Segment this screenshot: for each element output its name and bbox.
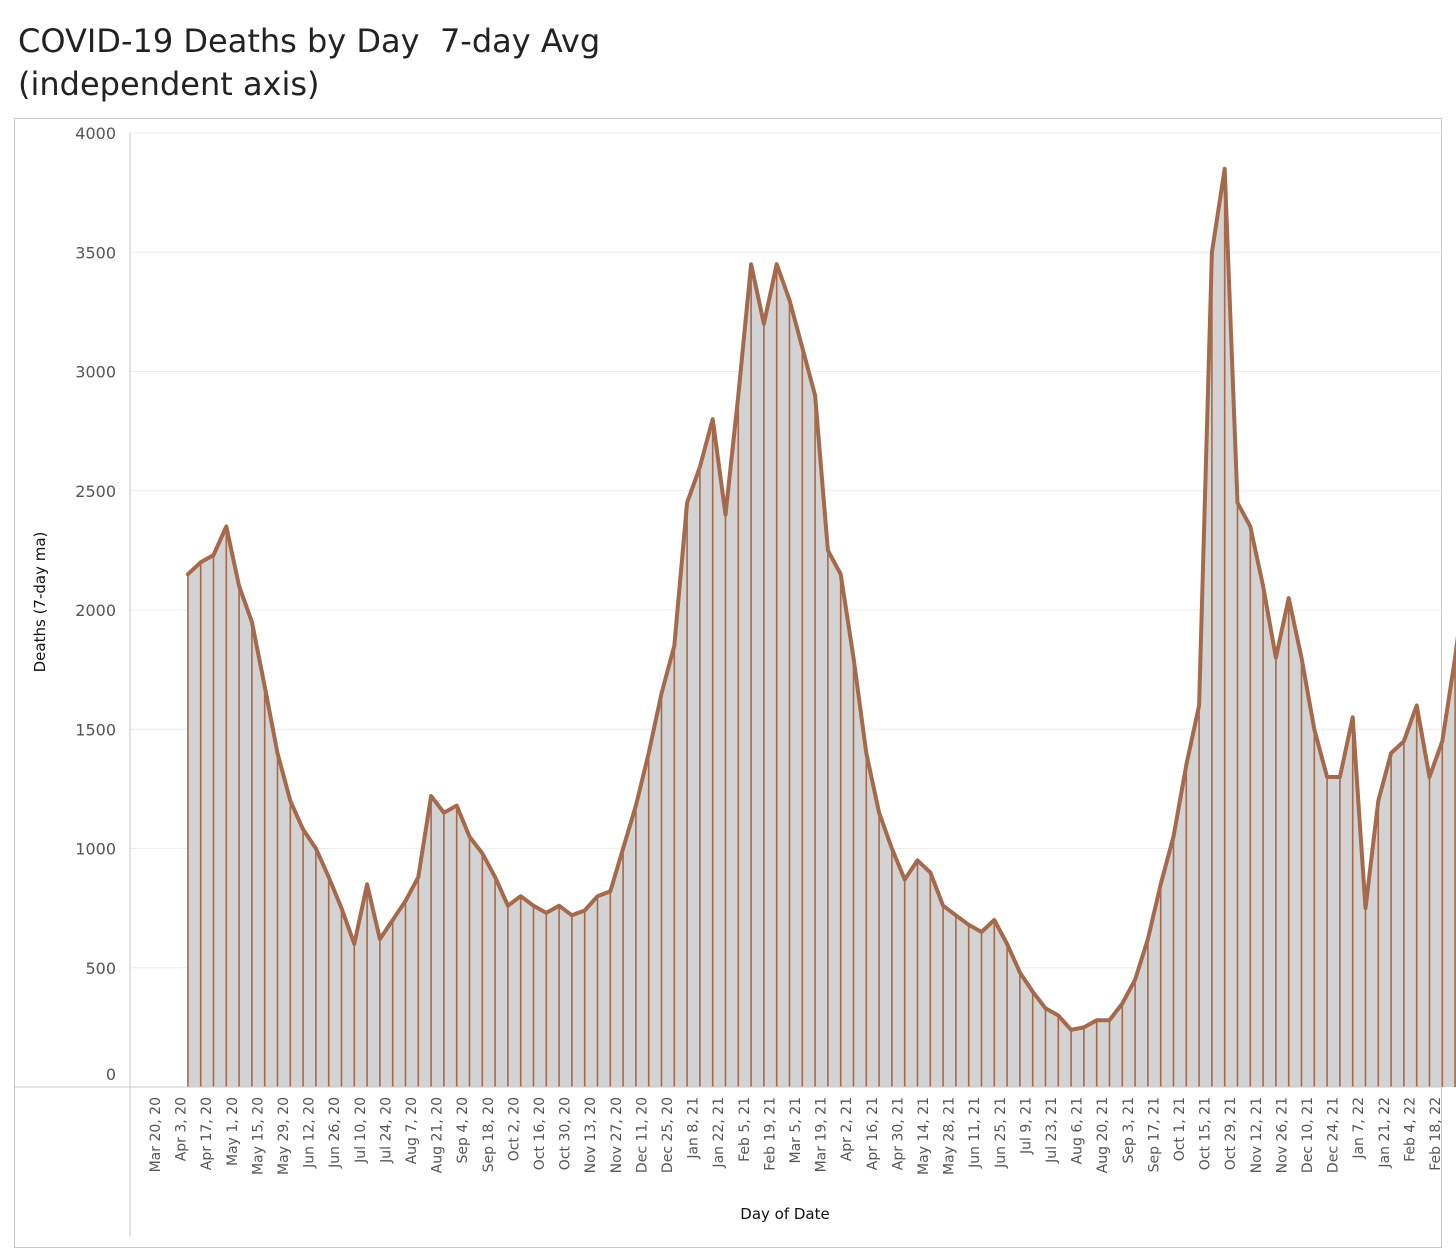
x-tick-label: Apr 30, 21	[890, 1097, 906, 1170]
x-tick-label: Apr 16, 21	[865, 1097, 881, 1170]
plot-area	[185, 166, 1456, 1087]
x-tick-label: Jul 10, 20	[353, 1097, 369, 1164]
x-tick-label: Oct 29, 21	[1223, 1097, 1239, 1170]
x-tick-label: Feb 19, 21	[762, 1097, 778, 1171]
x-tick-label: Aug 6, 21	[1070, 1097, 1086, 1164]
x-tick-label: Apr 17, 20	[199, 1097, 215, 1170]
x-tick-label: May 15, 20	[250, 1097, 266, 1175]
x-tick-label: May 28, 21	[942, 1097, 958, 1175]
x-tick-label: Jun 26, 20	[327, 1097, 343, 1169]
x-tick-label: Feb 4, 22	[1402, 1097, 1418, 1162]
x-tick-label: Sep 3, 21	[1121, 1097, 1137, 1163]
x-tick-label: Apr 2, 21	[839, 1097, 855, 1161]
x-tick-label: Jul 23, 21	[1044, 1097, 1060, 1164]
chart-frame	[14, 118, 1442, 1248]
x-tick-label: Oct 30, 20	[558, 1097, 574, 1170]
x-tick-label: Oct 1, 21	[1172, 1097, 1188, 1161]
x-tick-label: Mar 19, 21	[814, 1097, 830, 1172]
chart-subtitle: (independent axis)	[18, 65, 320, 103]
x-tick-label: May 29, 20	[276, 1097, 292, 1175]
y-tick-label: 1000	[75, 840, 116, 859]
x-tick-label: Aug 7, 20	[404, 1097, 420, 1164]
x-tick-label: Jun 12, 20	[302, 1097, 318, 1169]
area-fill	[187, 168, 1456, 1087]
x-tick-label: May 1, 20	[225, 1097, 241, 1166]
y-tick-label: 1500	[75, 720, 116, 739]
x-tick-label: Dec 10, 21	[1300, 1097, 1316, 1173]
x-tick-label: Sep 17, 21	[1146, 1097, 1162, 1172]
x-tick-label: Dec 25, 20	[660, 1097, 676, 1173]
x-tick-label: Nov 12, 21	[1249, 1097, 1265, 1173]
x-tick-label: Sep 18, 20	[481, 1097, 497, 1172]
x-tick-label: Mar 5, 21	[788, 1097, 804, 1164]
x-axis-ticks: Mar 20, 20 Apr 3, 20 Apr 17, 20 May 1, 20 Ma…	[148, 1097, 1444, 1175]
x-tick-label: Dec 11, 20	[634, 1097, 650, 1173]
x-axis-label: Day of Date	[740, 1205, 829, 1223]
x-tick-label: Feb 18, 22	[1428, 1097, 1444, 1171]
x-tick-label: Nov 27, 20	[609, 1097, 625, 1173]
y-tick-label: 4000	[75, 124, 116, 143]
x-tick-label: Nov 26, 21	[1274, 1097, 1290, 1173]
x-tick-label: Apr 3, 20	[174, 1097, 190, 1161]
x-tick-label: Feb 5, 21	[737, 1097, 753, 1162]
x-tick-label: Dec 24, 21	[1326, 1097, 1342, 1173]
chart-title: COVID-19 Deaths by Day 7-day Avg	[18, 22, 601, 60]
y-axis-label: Deaths (7-day ma)	[31, 532, 49, 673]
x-tick-label: Jan 8, 21	[686, 1097, 702, 1160]
x-tick-label: Jun 11, 21	[967, 1097, 983, 1169]
x-tick-label: Oct 16, 20	[532, 1097, 548, 1170]
x-tick-label: Nov 13, 20	[583, 1097, 599, 1173]
chart-title-block: COVID-19 Deaths by Day 7-day Avg (indepe…	[18, 20, 600, 106]
x-tick-label: Mar 20, 20	[148, 1097, 164, 1172]
x-tick-label: Jun 25, 21	[993, 1097, 1009, 1169]
x-tick-label: Aug 21, 20	[430, 1097, 446, 1173]
y-tick-label: 0	[106, 1065, 116, 1084]
x-tick-label: Oct 15, 21	[1198, 1097, 1214, 1170]
x-tick-label: Jan 21, 22	[1377, 1097, 1393, 1169]
y-tick-label: 500	[85, 959, 116, 978]
x-tick-label: Sep 4, 20	[455, 1097, 471, 1163]
series-line	[185, 166, 1456, 1032]
x-tick-label: Jan 22, 21	[711, 1097, 727, 1169]
x-tick-label: Oct 2, 20	[506, 1097, 522, 1161]
y-tick-label: 2500	[75, 482, 116, 501]
x-tick-label: Aug 20, 21	[1095, 1097, 1111, 1173]
x-tick-label: Jul 24, 20	[378, 1097, 394, 1164]
x-tick-label: May 14, 21	[916, 1097, 932, 1175]
y-axis-ticks: 0 500 1000 1500 2000 2500 3000 3500 4000	[75, 124, 116, 1084]
x-tick-label: Jul 9, 21	[1018, 1097, 1034, 1155]
y-tick-label: 2000	[75, 601, 116, 620]
x-tick-label: Jan 7, 22	[1351, 1097, 1367, 1160]
y-tick-label: 3000	[75, 363, 116, 382]
y-tick-label: 3500	[75, 243, 116, 262]
